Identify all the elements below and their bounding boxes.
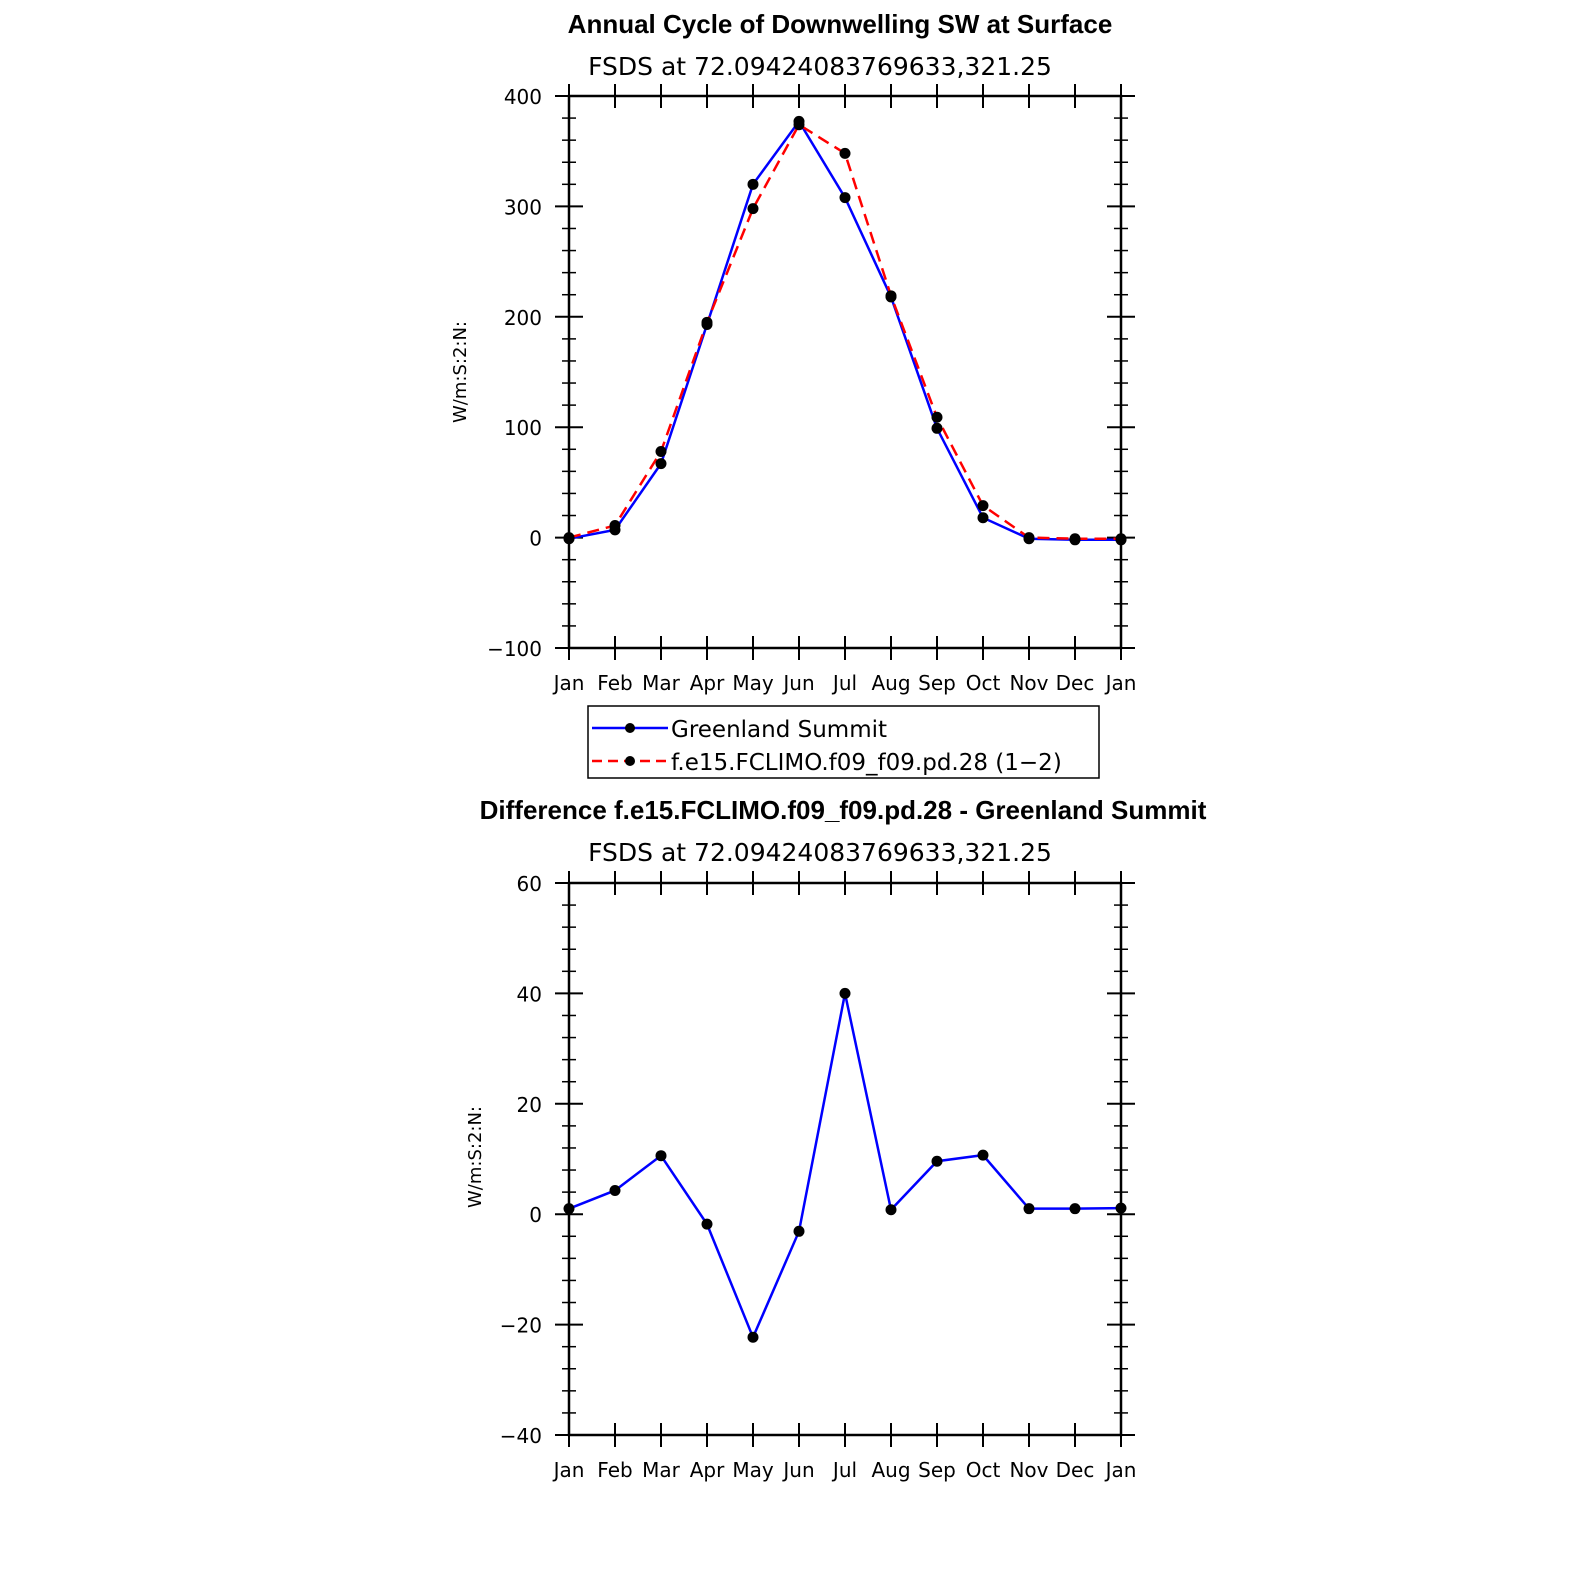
y-axis-label: W/m:S:2:N: — [450, 321, 471, 423]
x-tick-label: Sep — [918, 1458, 956, 1482]
data-point-1 — [609, 519, 621, 531]
plot-area: −40 −20 0 20 40 60 Jan Feb Mar Apr May Jun Jul Aug Sep… — [500, 871, 1137, 1482]
x-tick-label: Aug — [871, 1458, 910, 1482]
data-point-1 — [1115, 533, 1127, 545]
plot-area: −100 0 100 200 300 400 Jan Feb Mar Apr May Jun Jul Au… — [487, 84, 1136, 695]
y-tick-label: −40 — [500, 1424, 542, 1448]
y-tick-label: −100 — [487, 637, 542, 661]
x-tick-label: Apr — [690, 1458, 725, 1482]
y-tick-label: 300 — [504, 195, 542, 219]
annual-cycle-chart: Annual Cycle of Downwelling SW at Surfac… — [450, 9, 1136, 695]
x-tick-label: Sep — [918, 671, 956, 695]
data-point-0 — [885, 1204, 897, 1216]
chart-title: Difference f.e15.FCLIMO.f09_f09.pd.28 - … — [480, 795, 1207, 825]
data-point-1 — [885, 290, 897, 302]
series-line-0 — [568, 119, 1121, 542]
y-tick-label: 40 — [517, 982, 542, 1006]
plot-frame — [567, 94, 1123, 650]
x-tick-label: Dec — [1056, 1458, 1095, 1482]
y-tick-label: 0 — [529, 527, 542, 551]
x-tick-label: Jan — [1104, 671, 1137, 695]
x-tick-label: Jun — [781, 671, 814, 695]
data-point-1 — [563, 532, 575, 544]
legend-box — [587, 705, 1100, 779]
y-tick-label: 20 — [517, 1093, 542, 1117]
y-tick-label: 200 — [504, 306, 542, 330]
legend-marker-model — [625, 756, 635, 766]
series-line-0 — [568, 993, 1122, 1341]
data-point-0 — [701, 1218, 713, 1230]
x-tick-label: Jul — [831, 671, 857, 695]
data-point-0 — [1069, 1203, 1081, 1215]
data-point-1 — [977, 500, 989, 512]
data-point-1 — [655, 445, 667, 457]
data-point-0 — [1115, 1202, 1127, 1214]
data-point-0 — [747, 178, 759, 190]
x-tick-label: Jul — [831, 1458, 857, 1482]
data-point-0 — [563, 1203, 575, 1215]
data-point-1 — [931, 411, 943, 423]
data-point-1 — [793, 119, 805, 131]
x-tick-label: Dec — [1056, 671, 1095, 695]
y-tick-label: 60 — [517, 872, 542, 896]
data-point-0 — [931, 1155, 943, 1167]
x-tick-label: Jan — [1104, 1458, 1137, 1482]
y-tick-label: 100 — [504, 416, 542, 440]
data-point-1 — [701, 316, 713, 328]
x-tick-label: Mar — [642, 1458, 681, 1482]
legend-marker-greenland-summit — [625, 723, 635, 733]
y-tick-label: 400 — [504, 85, 542, 109]
x-tick-label: Aug — [871, 671, 910, 695]
data-point-0 — [977, 512, 989, 524]
x-tick-label: Feb — [597, 671, 632, 695]
y-tick-label: 0 — [529, 1203, 542, 1227]
y-tick-label: −20 — [500, 1314, 542, 1338]
legend-label-model: f.e15.FCLIMO.f09_f09.pd.28 (1−2) — [671, 750, 1062, 776]
x-tick-label: Jun — [781, 1458, 814, 1482]
x-tick-label: Oct — [966, 1458, 1001, 1482]
data-point-0 — [931, 422, 943, 434]
data-point-0 — [655, 458, 667, 470]
plot-frame — [567, 881, 1123, 1437]
x-tick-label: Apr — [690, 671, 725, 695]
x-tick-label: Feb — [597, 1458, 632, 1482]
x-tick-label: Nov — [1009, 671, 1048, 695]
legend-label-greenland-summit: Greenland Summit — [671, 717, 887, 743]
x-tick-label: Nov — [1009, 1458, 1048, 1482]
data-point-1 — [839, 147, 851, 159]
x-tick-label: Jan — [552, 1458, 585, 1482]
difference-chart: Difference f.e15.FCLIMO.f09_f09.pd.28 - … — [465, 795, 1207, 1482]
data-point-1 — [1023, 532, 1035, 544]
data-point-0 — [747, 1331, 759, 1343]
data-point-1 — [747, 203, 759, 215]
data-point-0 — [1023, 1203, 1035, 1215]
data-point-0 — [977, 1149, 989, 1161]
legend: Greenland Summit f.e15.FCLIMO.f09_f09.pd… — [587, 705, 1100, 779]
data-point-1 — [1069, 533, 1081, 545]
data-point-0 — [839, 987, 851, 999]
data-point-0 — [793, 1225, 805, 1237]
data-point-0 — [839, 192, 851, 204]
data-point-0 — [655, 1150, 667, 1162]
x-tick-label: May — [732, 671, 774, 695]
x-tick-label: Jan — [552, 671, 585, 695]
chart-subtitle: FSDS at 72.09424083769633,321.25 — [588, 838, 1052, 867]
chart-subtitle: FSDS at 72.09424083769633,321.25 — [588, 52, 1052, 81]
x-tick-label: Oct — [966, 671, 1001, 695]
y-axis-label: W/m:S:2:N: — [465, 1106, 486, 1208]
x-tick-label: Mar — [642, 671, 681, 695]
x-tick-label: May — [732, 1458, 774, 1482]
data-point-0 — [609, 1184, 621, 1196]
chart-title: Annual Cycle of Downwelling SW at Surfac… — [568, 9, 1113, 39]
